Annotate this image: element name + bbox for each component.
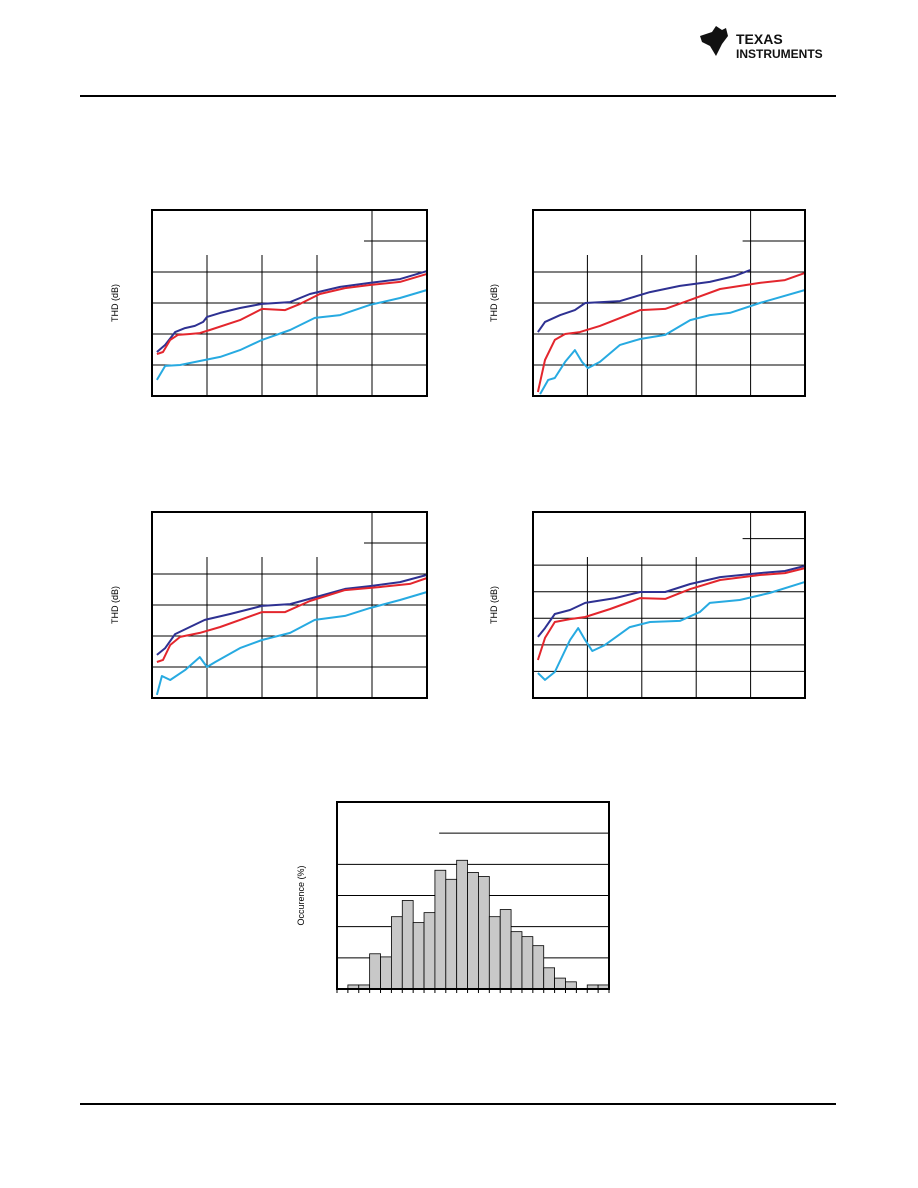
- plot-frame: [151, 511, 428, 699]
- chart: THD (dB): [489, 511, 806, 699]
- y-axis-label: THD (dB): [110, 284, 120, 322]
- chart: THD (dB): [110, 209, 428, 397]
- series-line: [537, 580, 806, 681]
- bar: [488, 916, 501, 990]
- bar: [510, 931, 523, 990]
- bar: [380, 956, 392, 990]
- bar: [565, 981, 577, 990]
- plot-frame: [532, 511, 806, 699]
- plot-frame: [532, 209, 806, 397]
- series-line: [537, 564, 806, 638]
- y-axis-label: THD (dB): [489, 284, 499, 322]
- y-axis-label: Occurence (%): [296, 865, 306, 925]
- logo-mark: [700, 26, 728, 56]
- y-axis-label: THD (dB): [489, 586, 499, 624]
- footer-rule: [80, 1103, 836, 1105]
- series-line: [539, 289, 806, 395]
- bar: [478, 876, 490, 990]
- bar: [390, 916, 403, 990]
- chart: THD (dB): [110, 511, 428, 699]
- series-line: [536, 567, 806, 661]
- bar: [554, 977, 566, 990]
- logo-text: TEXAS: [736, 31, 783, 47]
- series-line: [537, 269, 751, 333]
- series-line: [536, 271, 806, 393]
- series-line: [156, 272, 428, 356]
- chart: THD (dB): [489, 209, 806, 397]
- series-line: [156, 577, 428, 663]
- bar: [369, 953, 381, 990]
- bar: [499, 909, 512, 990]
- series-line: [156, 573, 428, 656]
- header-rule: [80, 95, 836, 97]
- bar: [467, 872, 479, 990]
- bar: [423, 912, 436, 990]
- series-line: [156, 289, 428, 381]
- chart: Occurence (%): [296, 801, 610, 993]
- bar: [445, 878, 458, 990]
- series-line: [156, 270, 428, 353]
- bar: [532, 945, 545, 990]
- ti-logo: TEXAS INSTRUMENTS: [700, 26, 823, 61]
- bar: [456, 859, 468, 990]
- logo-text: INSTRUMENTS: [736, 47, 823, 61]
- y-axis-label: THD (dB): [110, 586, 120, 624]
- plot-frame: [336, 801, 610, 990]
- bar: [412, 922, 425, 990]
- plot-frame: [151, 209, 428, 397]
- bar: [521, 936, 534, 990]
- series-line: [155, 591, 428, 696]
- bar: [434, 869, 447, 990]
- bar: [401, 900, 414, 990]
- bar: [543, 967, 555, 990]
